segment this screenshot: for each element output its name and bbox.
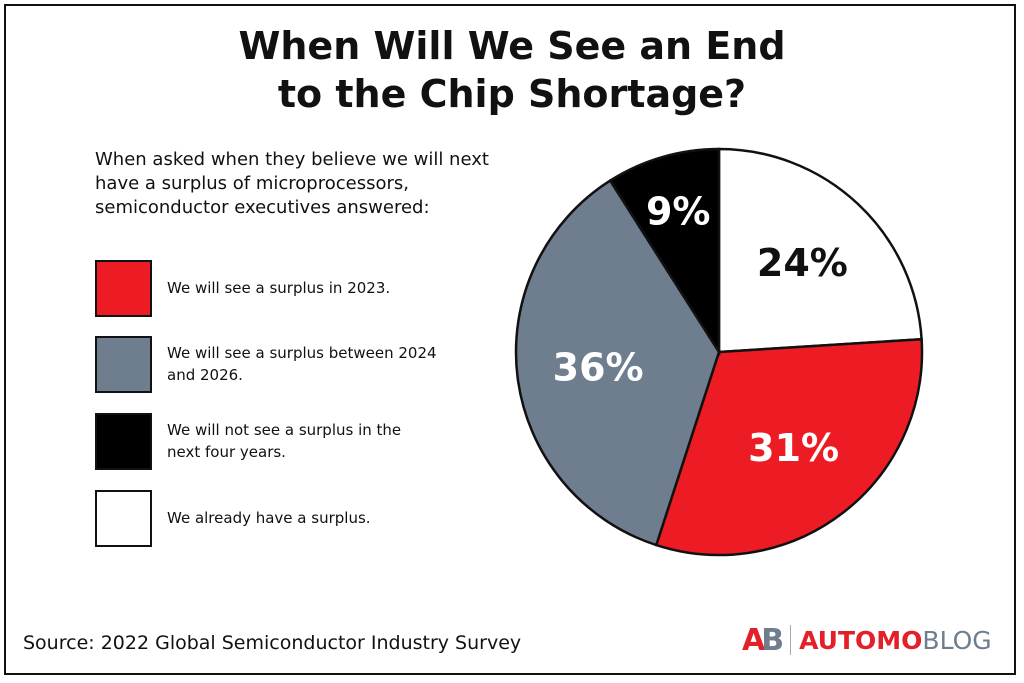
- title-line: When Will We See an End: [238, 24, 786, 68]
- logo-divider: [790, 625, 792, 655]
- legend-label: We will not see a surplus in the next fou…: [167, 421, 402, 461]
- pie-slice: [608, 147, 721, 357]
- automoblog-logo: AB AUTOMO BLOG: [742, 620, 992, 660]
- source-note: Source: 2022 Global Semiconductor Indust…: [23, 632, 522, 654]
- legend-item-no-surplus: We will not see a surplus in the next fou…: [95, 413, 495, 473]
- legend-label: We will see a surplus between 2024 and 20…: [167, 344, 437, 384]
- legend-swatch: [95, 413, 152, 470]
- pie-slice: [654, 337, 924, 557]
- logo-word-automo: AUTOMO: [799, 625, 923, 655]
- slice-label: 9%: [646, 190, 711, 234]
- legend-item-already: We already have a surplus.: [95, 490, 495, 550]
- pie-slice: [514, 178, 721, 547]
- chart-frame: [4, 4, 1016, 675]
- title-line: to the Chip Shortage?: [277, 72, 747, 116]
- legend-label: We already have a surplus.: [167, 509, 371, 527]
- legend-label: We will see a surplus in 2023.: [167, 279, 391, 297]
- logo-word-blog: BLOG: [922, 625, 992, 655]
- slice-label: 36%: [553, 345, 644, 389]
- legend-item-2023: We will see a surplus in 2023.: [95, 260, 495, 320]
- legend-swatch: [95, 260, 152, 317]
- logo-mark: AB: [742, 622, 784, 658]
- subtitle-line: semiconductor executives answered:: [95, 197, 430, 218]
- chart-title: When Will We See an End to the Chip Shor…: [0, 22, 1024, 118]
- legend-swatch: [95, 490, 152, 547]
- slice-label: 24%: [757, 241, 848, 285]
- subtitle-line: have a surplus of microprocessors,: [95, 173, 409, 194]
- pie-slice: [717, 147, 923, 354]
- chart-subtitle: When asked when they believe we will nex…: [95, 148, 515, 220]
- slice-label: 31%: [748, 426, 839, 470]
- legend-item-2024-2026: We will see a surplus between 2024 and 20…: [95, 336, 495, 396]
- subtitle-line: When asked when they believe we will nex…: [95, 149, 489, 170]
- legend-swatch: [95, 336, 152, 393]
